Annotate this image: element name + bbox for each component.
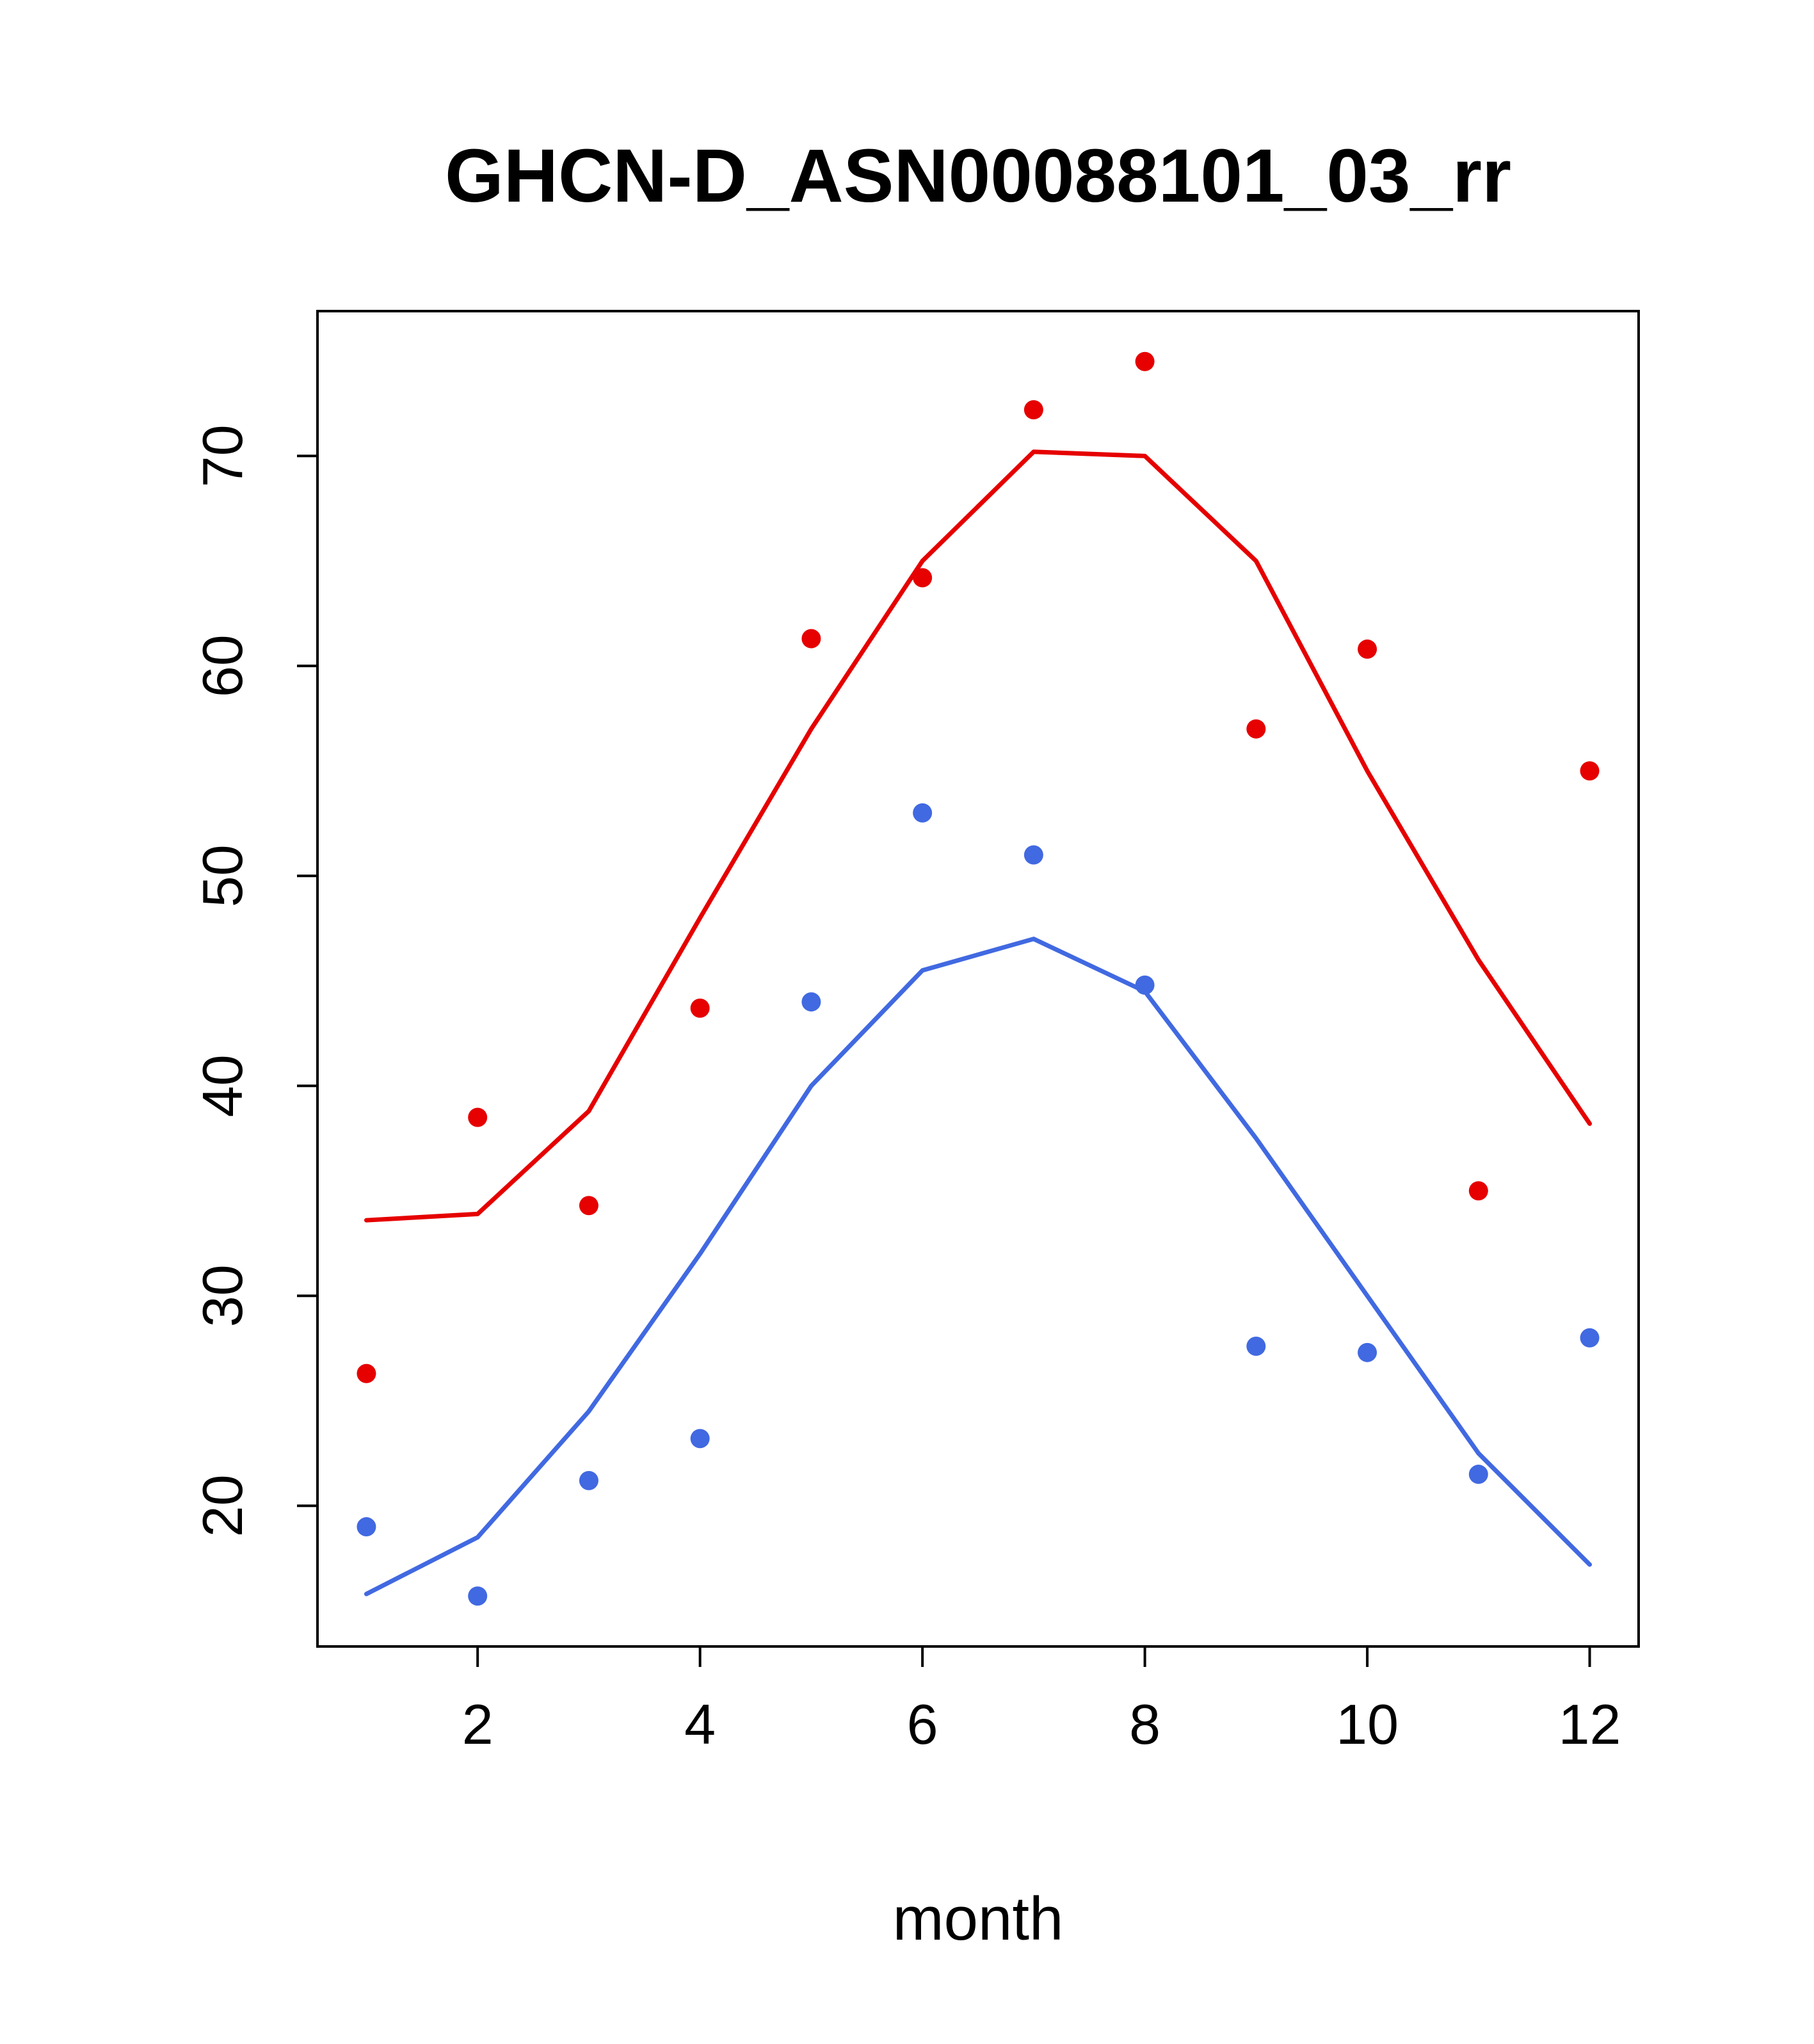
max-points-dot: [801, 629, 821, 648]
y-tick-label: 50: [191, 844, 254, 907]
x-tick-label: 8: [1129, 1693, 1160, 1756]
min-points-dot: [1580, 1328, 1600, 1348]
plot-border: [316, 310, 1640, 1648]
series-layer: [357, 351, 1600, 1606]
max-points-dot: [913, 568, 933, 588]
y-tick-label: 40: [191, 1054, 254, 1117]
max-points-dot: [1468, 1181, 1488, 1201]
y-tick-label: 30: [191, 1264, 254, 1327]
x-tick-label: 2: [462, 1693, 494, 1756]
y-tick-label: 70: [191, 424, 254, 487]
min-points-dot: [579, 1470, 598, 1490]
min-smooth-line: [364, 937, 1593, 1597]
y-tick-label: 20: [191, 1474, 254, 1537]
min-points-dot: [1468, 1465, 1488, 1485]
min-points-dot: [1246, 1336, 1266, 1356]
max-points-dot: [1358, 640, 1377, 659]
max-points-dot: [357, 1364, 376, 1383]
min-points-dot: [801, 992, 821, 1012]
min-points-dot: [468, 1586, 488, 1606]
max-points-dot: [690, 998, 710, 1018]
max-points-dot: [1580, 761, 1600, 781]
max-points-dot: [1246, 719, 1266, 739]
max-points-dot: [468, 1107, 488, 1127]
x-axis-title: month: [893, 1885, 1064, 1953]
x-tick-label: 10: [1336, 1693, 1399, 1756]
min-points-dot: [357, 1517, 376, 1537]
max-points-dot: [1023, 400, 1043, 420]
min-points-dot: [690, 1429, 710, 1449]
min-points-dot: [1023, 845, 1043, 865]
x-tick-label: 12: [1559, 1693, 1621, 1756]
chart-title: GHCN-D_ASN00088101_03_rr: [445, 134, 1511, 218]
y-tick-label: 60: [191, 634, 254, 697]
min-points-dot: [913, 803, 933, 823]
x-axis: 2 4 6 8 10 12: [462, 1646, 1621, 1756]
min-points-dot: [1358, 1342, 1377, 1362]
max-points-dot: [579, 1196, 598, 1216]
x-tick-label: 6: [907, 1693, 938, 1756]
x-tick-label: 4: [684, 1693, 716, 1756]
max-points-dot: [1135, 351, 1155, 371]
max-smooth-line: [364, 449, 1593, 1223]
y-axis: 20 30 40 50 60 70: [191, 424, 317, 1537]
